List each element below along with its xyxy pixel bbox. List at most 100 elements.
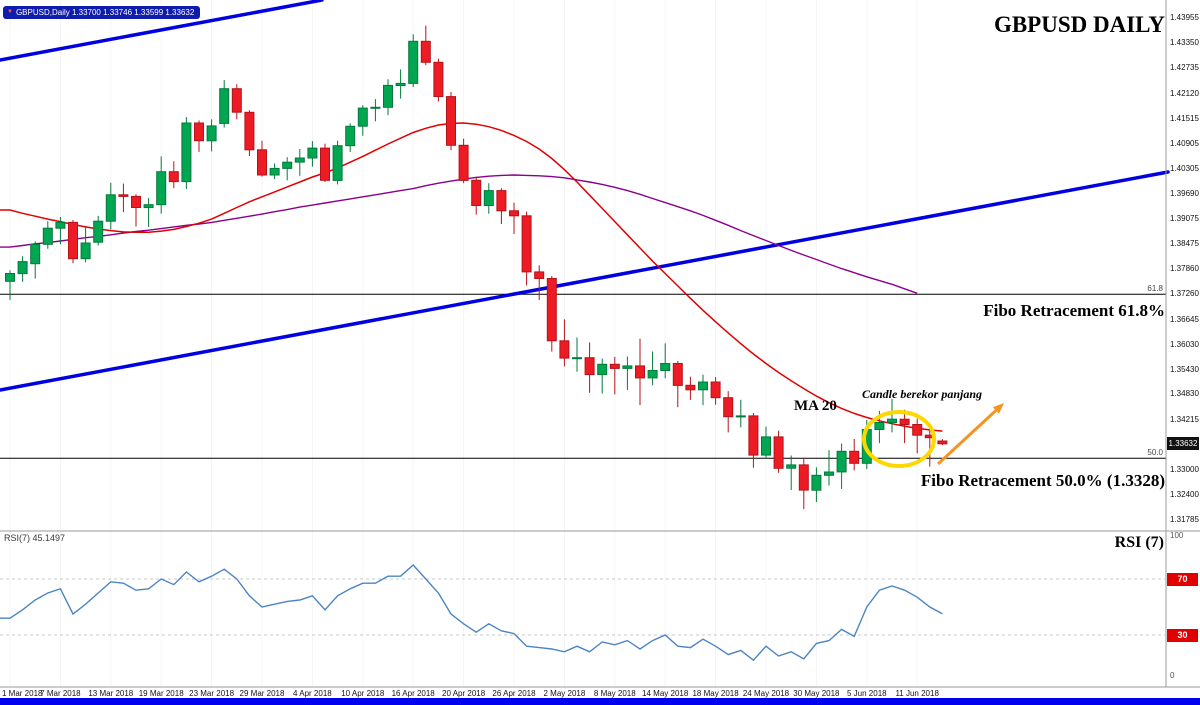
- candle: [735, 399, 746, 428]
- price-axis-label: 1.33000: [1170, 464, 1199, 474]
- candle: [559, 319, 570, 367]
- candle: [471, 176, 482, 215]
- candle: [660, 343, 671, 379]
- candle: [370, 99, 381, 122]
- candle: [798, 457, 809, 510]
- price-axis-label: 1.37860: [1170, 264, 1199, 274]
- arrow-line[interactable]: [936, 409, 997, 466]
- date-axis-label: 8 May 2018: [593, 689, 636, 698]
- candle: [584, 342, 595, 393]
- ma20-annotation[interactable]: MA 20: [794, 398, 837, 414]
- rsi-indicator-info: RSI(7) 45.1497: [4, 533, 66, 543]
- candle: [30, 241, 41, 279]
- candle: [282, 157, 293, 181]
- candle: [786, 455, 797, 491]
- candle: [156, 156, 167, 214]
- fibo-500-annotation[interactable]: Fibo Retracement 50.0% (1.3328): [920, 471, 1165, 490]
- price-axis-label: 1.42735: [1170, 63, 1199, 73]
- candle: [408, 34, 419, 88]
- candle: [546, 276, 557, 352]
- candle: [294, 149, 305, 176]
- date-axis-label: 24 May 2018: [742, 689, 790, 698]
- candle: [80, 226, 91, 263]
- rsi-scale-0: 0: [1170, 671, 1175, 680]
- date-axis-label: 4 Apr 2018: [293, 689, 332, 698]
- rsi-oversold-badge: 30: [1167, 628, 1198, 642]
- candle: [572, 337, 582, 372]
- date-axis-label: 11 Jun 2018: [895, 689, 939, 698]
- date-axis-label: 7 Mar 2018: [40, 689, 81, 698]
- candle: [685, 376, 696, 400]
- date-axis-label: 10 Apr 2018: [341, 689, 385, 698]
- candle: [143, 198, 154, 227]
- price-axis-label: 1.41515: [1170, 113, 1199, 123]
- candle: [357, 105, 368, 136]
- price-axis-label: 1.35430: [1170, 364, 1199, 374]
- candle: [635, 338, 645, 406]
- candle: [698, 374, 708, 406]
- date-axis-label: 30 May 2018: [793, 689, 840, 698]
- chart-title: GBPUSD DAILY: [993, 12, 1165, 37]
- candle: [383, 79, 393, 116]
- price-axis-label: 1.31785: [1170, 515, 1199, 524]
- candle: [219, 80, 230, 128]
- current-price-tag: 1.33632: [1167, 437, 1199, 451]
- candle: [672, 361, 683, 408]
- candle: [257, 140, 267, 177]
- price-axis-label: 1.40305: [1170, 163, 1199, 173]
- candle: [597, 358, 608, 394]
- candle: [710, 377, 721, 405]
- price-axis-label: 1.39075: [1170, 214, 1199, 224]
- candle: [723, 391, 734, 433]
- candle: [93, 215, 104, 246]
- candle: [446, 92, 456, 151]
- date-axis-label: 26 Apr 2018: [492, 689, 536, 698]
- candle: [181, 117, 192, 189]
- date-axis-label: 29 Mar 2018: [239, 689, 285, 698]
- trend-line[interactable]: [0, 170, 1170, 392]
- candle: [534, 265, 545, 300]
- candle: [55, 217, 66, 245]
- date-axis-label: 20 Apr 2018: [442, 689, 486, 698]
- rsi-title-annotation[interactable]: RSI (7): [1114, 534, 1164, 551]
- date-axis-label: 2 May 2018: [543, 689, 586, 698]
- price-axis-label: 1.43350: [1170, 38, 1199, 47]
- symbol-info-pill[interactable]: ▼ GBPUSD,Daily 1.33700 1.33746 1.33599 1…: [3, 6, 201, 19]
- candle: [773, 430, 784, 473]
- rsi-overbought-badge: 70: [1167, 572, 1198, 586]
- candle: [622, 356, 633, 390]
- price-axis-label: 1.40905: [1170, 138, 1199, 148]
- rsi-scale-100: 100: [1170, 531, 1184, 540]
- candle: [521, 211, 532, 286]
- date-axis-label: 19 Mar 2018: [138, 689, 184, 698]
- candle: [609, 356, 620, 395]
- price-axis-label: 1.39690: [1170, 188, 1199, 198]
- rsi-line: [0, 564, 943, 662]
- bottom-bar: [0, 698, 1200, 705]
- price-axis-label: 1.36645: [1170, 314, 1199, 324]
- fibo-618-annotation[interactable]: Fibo Retracement 61.8%: [983, 301, 1165, 320]
- candle: [17, 256, 28, 282]
- symbol-info-text: GBPUSD,Daily 1.33700 1.33746 1.33599 1.3…: [15, 8, 195, 17]
- arrow-head: [992, 403, 1004, 414]
- candle: [131, 194, 141, 227]
- highlight-circle[interactable]: [862, 410, 936, 468]
- ma-slow-line: [0, 174, 918, 294]
- candle: [105, 182, 116, 230]
- price-axis-label: 1.34830: [1170, 389, 1199, 399]
- fibo-500-level-tag: 50.0: [1147, 448, 1163, 458]
- candle: [496, 188, 507, 224]
- candle: [42, 221, 53, 249]
- candle: [244, 110, 255, 156]
- trend-line[interactable]: [0, 0, 324, 62]
- candle: [5, 270, 15, 300]
- candle: [433, 58, 444, 102]
- price-axis-label: 1.42120: [1170, 88, 1199, 98]
- candle: [168, 161, 179, 189]
- candle-note-annotation[interactable]: Candle berekor panjang: [862, 387, 983, 401]
- candle: [118, 183, 129, 213]
- candle: [509, 202, 519, 234]
- candle: [824, 450, 834, 486]
